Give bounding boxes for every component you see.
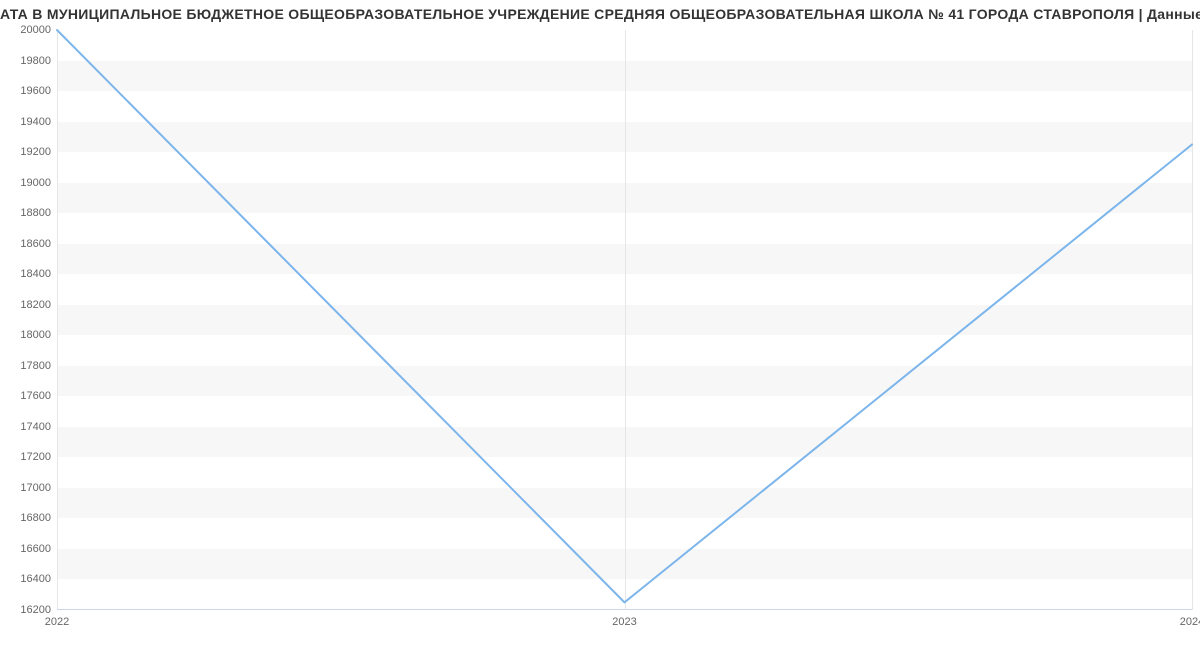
x-gridline (1192, 30, 1193, 610)
y-tick-label: 19400 (20, 116, 57, 128)
y-tick-label: 19000 (20, 177, 57, 189)
y-tick-label: 18600 (20, 238, 57, 250)
y-tick-label: 18200 (20, 299, 57, 311)
chart-title: АТА В МУНИЦИПАЛЬНОЕ БЮДЖЕТНОЕ ОБЩЕОБРАЗО… (0, 6, 1200, 22)
x-tick-label: 2023 (612, 610, 636, 628)
y-tick-label: 17400 (20, 421, 57, 433)
y-tick-label: 19800 (20, 55, 57, 67)
y-tick-label: 17200 (20, 451, 57, 463)
y-tick-label: 16400 (20, 573, 57, 585)
series-line (57, 30, 1192, 610)
y-tick-label: 18000 (20, 329, 57, 341)
y-tick-label: 20000 (20, 24, 57, 36)
y-tick-label: 17800 (20, 360, 57, 372)
y-tick-label: 18400 (20, 268, 57, 280)
chart-container: АТА В МУНИЦИПАЛЬНОЕ БЮДЖЕТНОЕ ОБЩЕОБРАЗО… (0, 0, 1200, 650)
y-tick-label: 16600 (20, 543, 57, 555)
y-tick-label: 16800 (20, 512, 57, 524)
y-tick-label: 18800 (20, 207, 57, 219)
x-tick-label: 2022 (45, 610, 69, 628)
y-tick-label: 19200 (20, 146, 57, 158)
y-tick-label: 17600 (20, 390, 57, 402)
y-tick-label: 19600 (20, 85, 57, 97)
y-tick-label: 17000 (20, 482, 57, 494)
plot-area: 1620016400166001680017000172001740017600… (57, 30, 1192, 610)
x-tick-label: 2024 (1180, 610, 1200, 628)
